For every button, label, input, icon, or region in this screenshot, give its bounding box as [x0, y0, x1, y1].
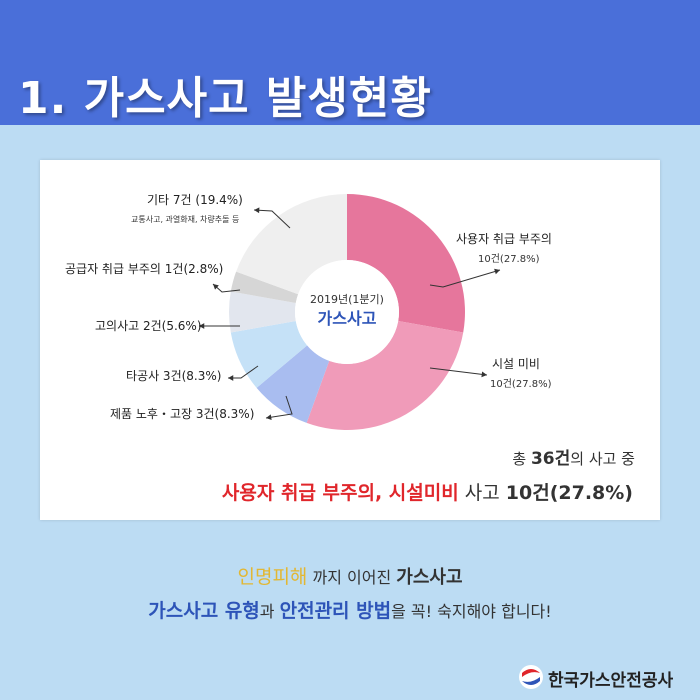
slice-sublabel-1: 10건(27.8%)	[490, 378, 552, 390]
pie-slice-2	[256, 345, 330, 423]
center-label-title: 가스사고	[318, 309, 377, 328]
slice-label-0: 사용자 취급 부주의	[456, 232, 552, 246]
callout-line-2	[265, 395, 293, 419]
center-label-year: 2019년(1분기)	[310, 293, 384, 306]
pie-slice-0	[347, 194, 465, 333]
pie-slice-1	[306, 321, 464, 430]
slice-label-2: 제품 노후・고장 3건(8.3%)	[110, 407, 254, 421]
slice-label-6: 기타 7건 (19.4%)	[147, 193, 243, 207]
logo-text: 한국가스안전공사	[548, 671, 674, 691]
slice-label-1: 시설 미비	[492, 357, 540, 371]
callout-line-0	[429, 269, 501, 288]
footer-highlight-safety: 안전관리 방법	[279, 600, 392, 622]
slice-sublabel-6: 교통사고, 과열화재, 차량추돌 등	[131, 214, 239, 224]
donut-hole	[295, 260, 399, 364]
callout-arrow-5	[213, 284, 219, 290]
slice-sublabel-0: 10건(27.8%)	[478, 253, 540, 265]
callout-arrow-0	[494, 268, 500, 275]
footer-highlight-injury: 인명피해	[237, 566, 308, 588]
slice-label-5: 공급자 취급 부주의 1건(2.8%)	[65, 262, 223, 276]
callout-arrow-4	[199, 323, 205, 329]
pie-slice-6	[236, 194, 347, 295]
callout-line-1	[429, 367, 488, 376]
callout-arrow-2	[266, 414, 272, 421]
kgs-logo-icon	[519, 665, 543, 689]
summary-total: 총 36건의 사고 중	[512, 449, 635, 469]
footer-highlight-type: 가스사고 유형	[148, 600, 260, 622]
header-banner: 1. 가스사고 발생현황	[0, 0, 700, 125]
callout-arrow-1	[481, 371, 487, 378]
slice-label-3: 타공사 3건(8.3%)	[126, 369, 221, 383]
summary-highlight: 사용자 취급 부주의, 시설미비 사고 10건(27.8%)	[221, 482, 633, 504]
callout-arrow-6	[254, 207, 260, 214]
footer-message-2: 가스사고 유형과 안전관리 방법을 꼭! 숙지해야 합니다!	[148, 600, 552, 622]
pie-slice-4	[228, 291, 296, 333]
callout-line-6	[253, 209, 291, 229]
slice-label-4: 고의사고 2건(5.6%)	[95, 319, 202, 333]
page-title: 1. 가스사고 발생현황	[18, 73, 432, 124]
pie-slice-5	[230, 271, 299, 303]
callout-arrow-3	[228, 375, 234, 381]
summary-highlight-red: 사용자 취급 부주의, 시설미비	[221, 482, 459, 504]
footer-message-1: 인명피해 까지 이어진 가스사고	[237, 566, 463, 588]
